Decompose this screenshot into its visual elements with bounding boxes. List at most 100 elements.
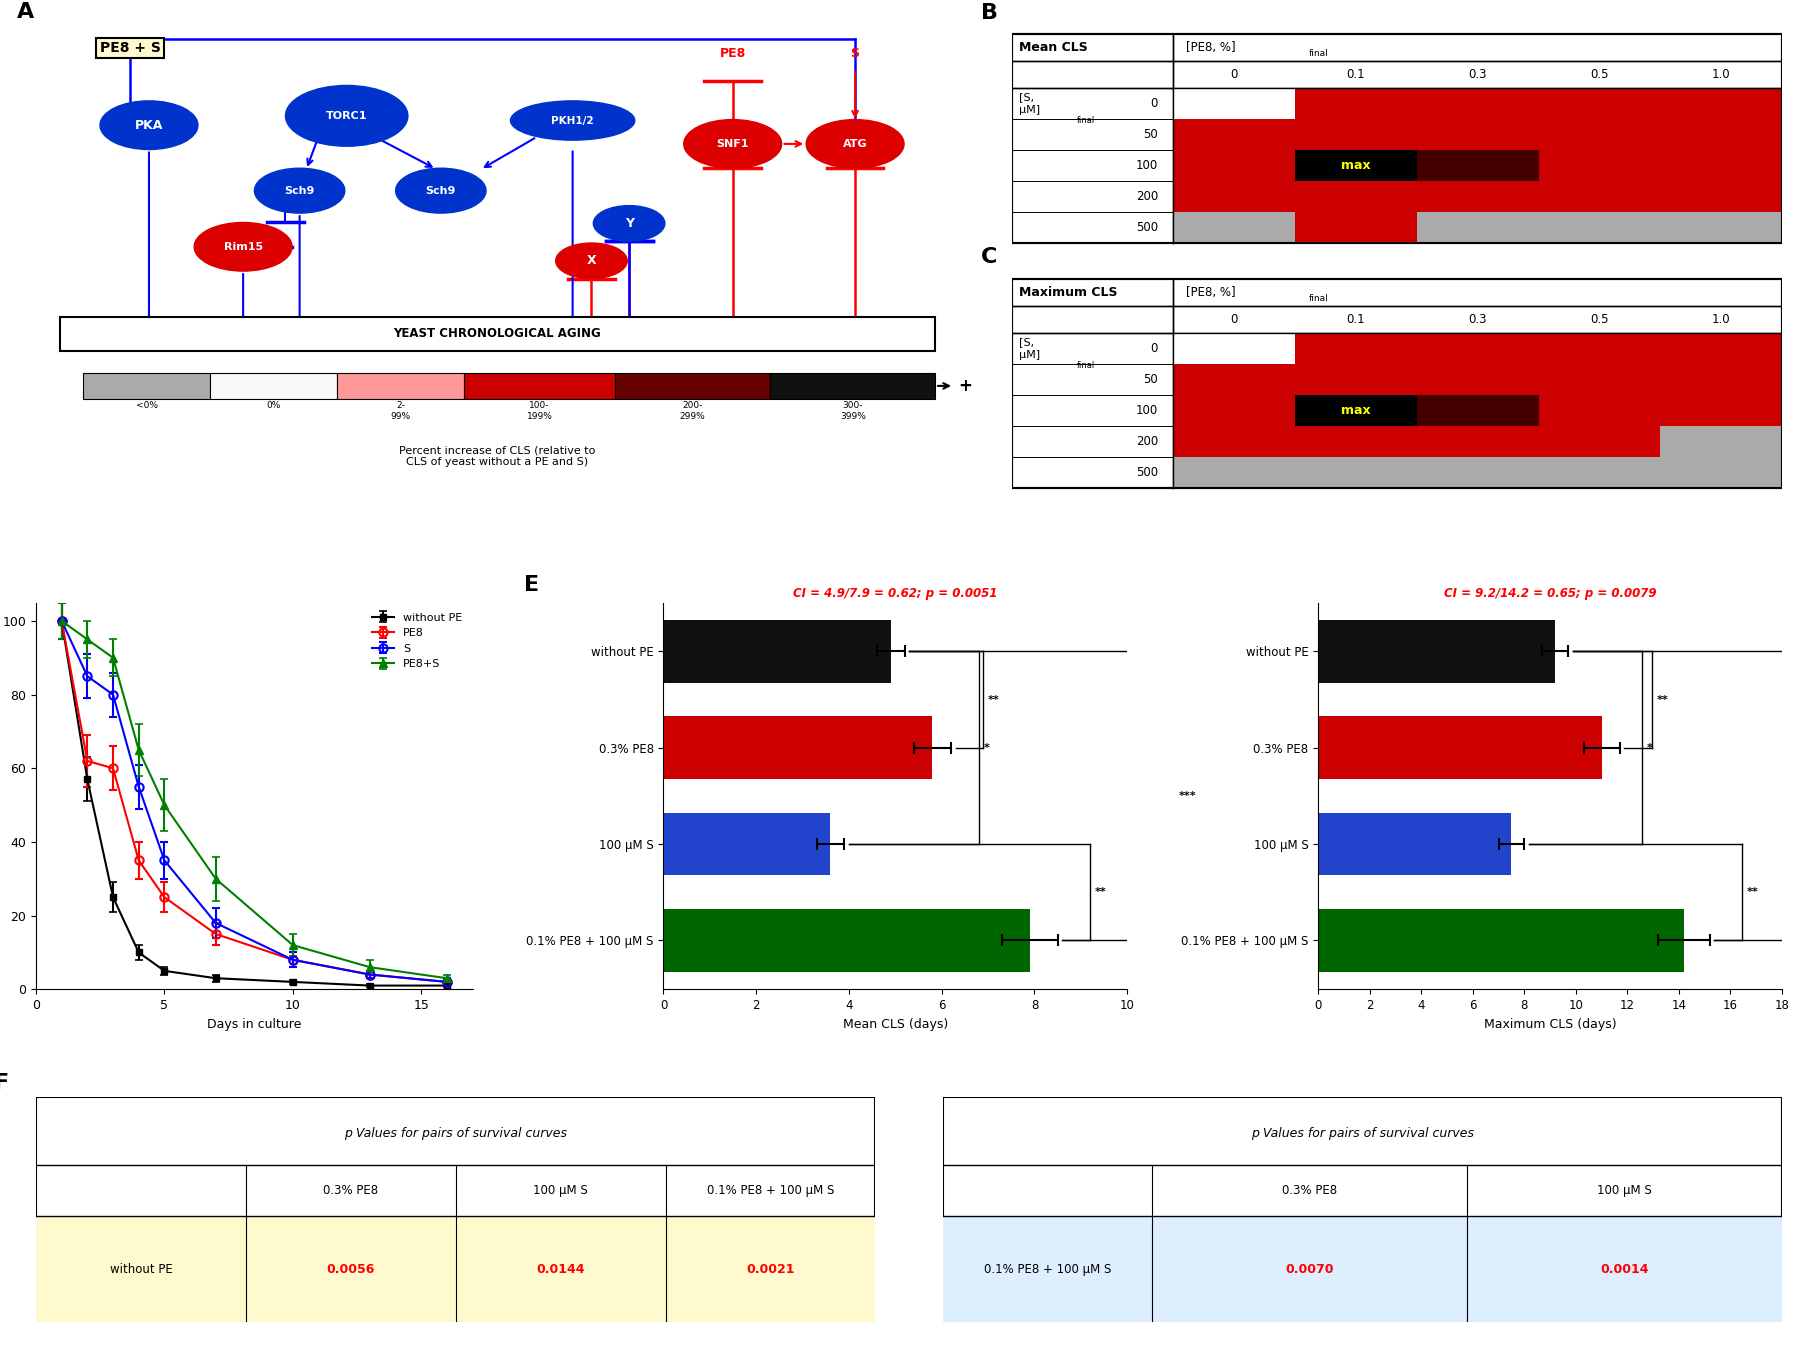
Text: 200: 200	[1136, 190, 1157, 202]
Text: PE8: PE8	[720, 47, 745, 59]
Text: without PE: without PE	[110, 1263, 173, 1276]
Text: 200: 200	[1136, 434, 1157, 448]
Bar	[1296, 457, 1417, 488]
Bar	[1318, 812, 1512, 876]
Text: 0.0070: 0.0070	[1285, 1263, 1334, 1276]
Bar	[1174, 150, 1296, 181]
Circle shape	[286, 85, 409, 146]
Text: max: max	[1341, 159, 1372, 173]
Text: final: final	[1309, 294, 1328, 304]
Bar	[1296, 88, 1417, 119]
X-axis label: Maximum CLS (days): Maximum CLS (days)	[1483, 1017, 1616, 1031]
Bar	[1660, 364, 1782, 395]
Bar	[1417, 426, 1539, 457]
Text: 0.5: 0.5	[1589, 313, 1609, 326]
Bar	[1174, 333, 1296, 364]
Text: Rim15: Rim15	[223, 241, 263, 252]
Text: **: **	[1656, 695, 1669, 704]
Text: [S,: [S,	[1019, 92, 1035, 103]
Bar	[1296, 212, 1417, 243]
Circle shape	[194, 223, 292, 271]
Text: 100-
199%: 100- 199%	[527, 401, 553, 421]
Text: 0.3: 0.3	[1469, 313, 1487, 326]
Bar	[1174, 457, 1296, 488]
Text: 0.1% PE8 + 100 μM S: 0.1% PE8 + 100 μM S	[707, 1184, 833, 1197]
Text: 0: 0	[1231, 313, 1238, 326]
Bar	[1539, 119, 1660, 150]
Text: ***: ***	[1179, 791, 1195, 801]
Bar	[1296, 426, 1417, 457]
Bar	[1417, 364, 1539, 395]
Text: S: S	[851, 47, 860, 59]
Text: 0.0021: 0.0021	[747, 1263, 796, 1276]
Bar	[1174, 88, 1296, 119]
Text: 1.0: 1.0	[1712, 67, 1730, 81]
Text: 2-
99%: 2- 99%	[391, 401, 410, 421]
Circle shape	[101, 101, 198, 150]
Bar	[1539, 88, 1660, 119]
Legend: without PE, PE8, S, PE8+S: without PE, PE8, S, PE8+S	[367, 608, 466, 673]
Text: 0: 0	[1231, 67, 1238, 81]
Text: 0: 0	[1150, 343, 1157, 355]
Text: 0.3: 0.3	[1469, 67, 1487, 81]
Bar	[1417, 333, 1539, 364]
Text: *: *	[1647, 743, 1652, 753]
X-axis label: Mean CLS (days): Mean CLS (days)	[842, 1017, 949, 1031]
Bar	[664, 909, 1030, 971]
Text: 50: 50	[1143, 374, 1157, 386]
Circle shape	[684, 120, 781, 169]
Text: Percent increase of CLS (relative to
CLS of yeast without a PE and S): Percent increase of CLS (relative to CLS…	[400, 445, 596, 467]
Bar	[1174, 181, 1296, 212]
Text: 0%: 0%	[266, 401, 281, 410]
Bar	[1539, 181, 1660, 212]
Bar	[616, 374, 770, 399]
Text: 500: 500	[1136, 221, 1157, 233]
Bar	[1660, 457, 1782, 488]
Bar	[1296, 181, 1417, 212]
Text: final: final	[1309, 50, 1328, 58]
Text: Sch9: Sch9	[425, 186, 455, 196]
Bar	[36, 1217, 875, 1322]
Text: X: X	[587, 255, 596, 267]
Bar	[1660, 212, 1782, 243]
Bar	[1174, 395, 1296, 426]
Text: max: max	[1341, 403, 1372, 417]
Text: 0.0144: 0.0144	[536, 1263, 585, 1276]
Bar	[1660, 395, 1782, 426]
Text: 100: 100	[1136, 159, 1157, 173]
Bar	[1296, 150, 1417, 181]
Text: μM]: μM]	[1019, 349, 1040, 360]
Text: 0.1: 0.1	[1346, 313, 1366, 326]
Bar	[1417, 181, 1539, 212]
Circle shape	[396, 169, 486, 213]
Bar	[211, 374, 337, 399]
Text: 50: 50	[1143, 128, 1157, 142]
Text: B: B	[981, 3, 997, 23]
Ellipse shape	[511, 101, 635, 140]
Text: 100 μM S: 100 μM S	[533, 1184, 589, 1197]
Bar	[1539, 333, 1660, 364]
Text: PKA: PKA	[135, 119, 164, 132]
Bar	[1318, 621, 1555, 683]
Text: **: **	[988, 695, 999, 704]
Bar	[1417, 150, 1539, 181]
Bar	[1296, 395, 1417, 426]
Bar	[1539, 212, 1660, 243]
Bar	[1539, 364, 1660, 395]
Text: 300-
399%: 300- 399%	[841, 401, 866, 421]
Text: 0.0056: 0.0056	[326, 1263, 374, 1276]
Text: [PE8, %]: [PE8, %]	[1186, 286, 1235, 298]
Text: p Values for pairs of survival curves: p Values for pairs of survival curves	[344, 1126, 567, 1140]
Bar	[943, 1217, 1782, 1322]
Text: PE8 + S: PE8 + S	[99, 40, 160, 55]
Text: final: final	[1076, 116, 1096, 125]
Bar	[1174, 119, 1296, 150]
Text: C: C	[981, 247, 997, 267]
Text: 0.1: 0.1	[1346, 67, 1366, 81]
Bar	[1660, 88, 1782, 119]
Text: 200-
299%: 200- 299%	[680, 401, 706, 421]
Bar	[664, 716, 932, 780]
Bar	[337, 374, 464, 399]
Text: 0.1% PE8 + 100 μM S: 0.1% PE8 + 100 μM S	[985, 1263, 1111, 1276]
Title: CI = 4.9/7.9 = 0.62; p = 0.0051: CI = 4.9/7.9 = 0.62; p = 0.0051	[794, 587, 997, 600]
